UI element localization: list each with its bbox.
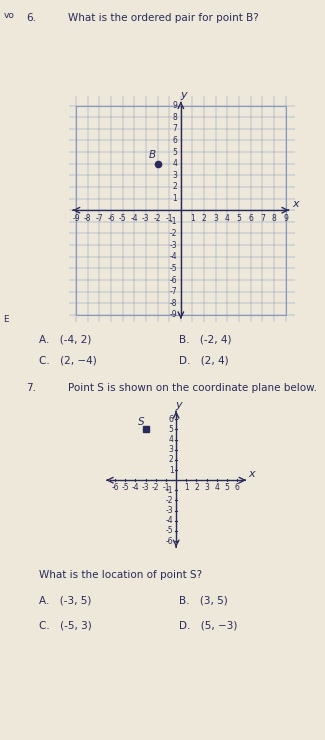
Text: -2: -2 [154,215,161,223]
Text: 3: 3 [169,445,174,454]
Text: -1: -1 [166,486,174,495]
Text: 6.: 6. [26,13,36,24]
Text: -6: -6 [107,215,115,223]
Text: -9: -9 [72,215,80,223]
Text: A. (-4, 2): A. (-4, 2) [39,334,91,345]
Text: -9: -9 [170,310,177,320]
Text: 6: 6 [235,483,240,492]
Text: 4: 4 [173,159,177,168]
Text: -2: -2 [170,229,177,238]
Text: -8: -8 [170,299,177,308]
Text: vo: vo [3,11,14,20]
Text: Point S is shown on the coordinate plane below.: Point S is shown on the coordinate plane… [68,383,317,394]
Text: B: B [149,149,156,160]
Text: 3: 3 [173,171,177,180]
Text: S: S [138,417,145,427]
Text: -1: -1 [165,215,173,223]
Text: What is the location of point S?: What is the location of point S? [39,570,202,580]
Text: -5: -5 [166,526,174,536]
Text: B. (-2, 4): B. (-2, 4) [179,334,231,345]
Text: 1: 1 [190,215,195,223]
Text: -5: -5 [122,483,129,492]
Text: B. (3, 5): B. (3, 5) [179,596,228,606]
Text: 6: 6 [169,414,174,424]
Text: 1: 1 [184,483,188,492]
Text: E: E [3,314,9,323]
Text: -2: -2 [166,496,174,505]
Text: C. (-5, 3): C. (-5, 3) [39,620,92,630]
Text: -4: -4 [166,517,174,525]
Text: 4: 4 [169,435,174,444]
Text: x: x [292,199,299,209]
Text: 7: 7 [173,124,177,133]
Text: 2: 2 [173,183,177,192]
Text: -1: -1 [170,218,177,226]
Text: 8: 8 [173,112,177,121]
Text: -2: -2 [152,483,160,492]
Text: 5: 5 [169,425,174,434]
Text: -6: -6 [111,483,119,492]
Text: C. (2, −4): C. (2, −4) [39,355,97,366]
Text: x: x [248,469,255,480]
Text: -4: -4 [131,215,138,223]
Text: 6: 6 [248,215,253,223]
Text: -6: -6 [166,536,174,545]
Text: D. (2, 4): D. (2, 4) [179,355,228,366]
Text: y: y [175,400,181,409]
Text: 7.: 7. [26,383,36,394]
Text: 1: 1 [169,465,174,474]
Text: -4: -4 [132,483,139,492]
Text: A. (-3, 5): A. (-3, 5) [39,596,91,606]
Text: -5: -5 [119,215,126,223]
Text: 8: 8 [271,215,276,223]
Text: 3: 3 [204,483,209,492]
Text: 2: 2 [169,455,174,464]
Text: -4: -4 [170,252,177,261]
Text: D. (5, −3): D. (5, −3) [179,620,237,630]
Text: 4: 4 [214,483,219,492]
Text: -8: -8 [84,215,92,223]
Text: 9: 9 [173,101,177,110]
Text: 7: 7 [260,215,265,223]
Text: 1: 1 [173,194,177,203]
Text: -3: -3 [170,240,177,249]
Text: -7: -7 [96,215,103,223]
Text: 6: 6 [173,136,177,145]
Text: 5: 5 [237,215,241,223]
Text: -1: -1 [162,483,170,492]
Text: 3: 3 [213,215,218,223]
Text: -3: -3 [166,506,174,515]
Text: 5: 5 [173,147,177,157]
Text: -6: -6 [170,275,177,284]
Text: 4: 4 [225,215,230,223]
Text: y: y [180,90,187,101]
Text: 2: 2 [194,483,199,492]
Text: 2: 2 [202,215,206,223]
Text: -7: -7 [170,287,177,296]
Text: -3: -3 [142,483,150,492]
Text: 9: 9 [283,215,288,223]
Text: 5: 5 [225,483,229,492]
Text: -5: -5 [170,264,177,273]
Text: -3: -3 [142,215,150,223]
Text: What is the ordered pair for point B?: What is the ordered pair for point B? [68,13,259,24]
